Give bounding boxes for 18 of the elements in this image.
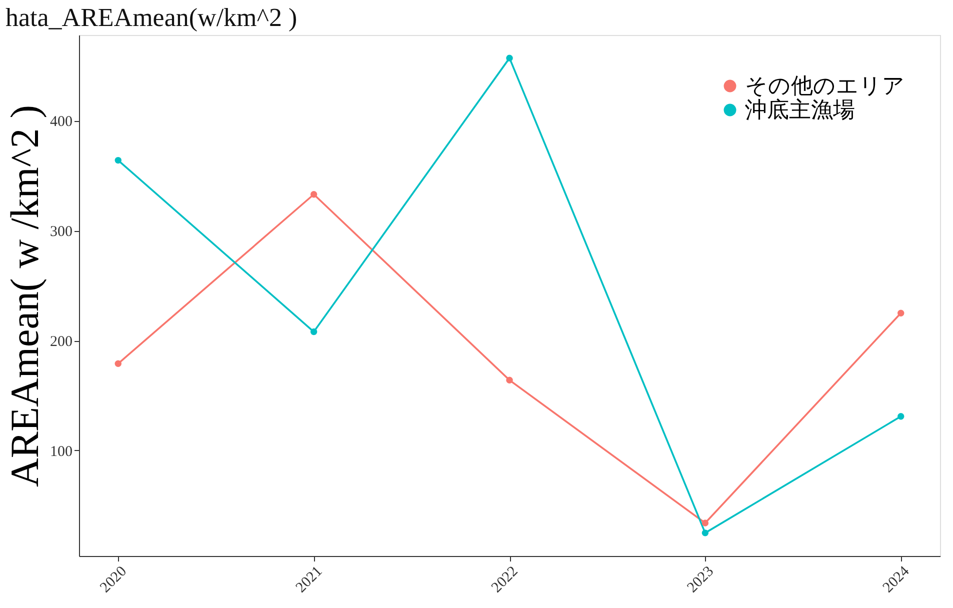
point	[114, 360, 122, 367]
legend-label: 沖底主漁場	[745, 98, 855, 123]
point	[114, 156, 122, 164]
point	[506, 376, 513, 384]
y-axis-title: AREAmean( w /km^2 )	[2, 104, 47, 488]
legend-label: その他のエリア	[745, 74, 905, 99]
point	[898, 310, 904, 316]
y-tick-label: 100	[50, 444, 72, 460]
chart-title: hata_AREAmean(w/km^2 )	[6, 3, 298, 32]
y-tick-label: 400	[50, 114, 72, 130]
point	[506, 54, 513, 62]
point	[310, 191, 318, 198]
point	[310, 328, 318, 336]
y-tick-label: 300	[50, 224, 72, 240]
point	[702, 520, 709, 526]
point	[898, 413, 904, 420]
point	[702, 530, 709, 536]
y-tick-label: 200	[50, 334, 72, 350]
